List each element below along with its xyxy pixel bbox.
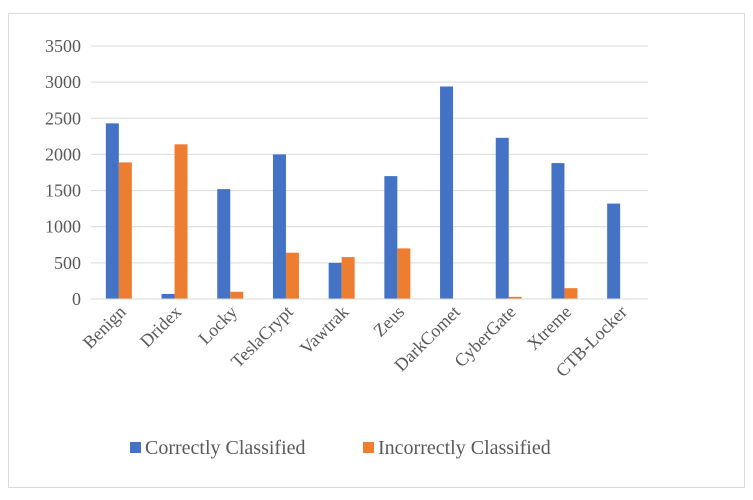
bar-correctly-classified (607, 203, 621, 299)
bars (105, 86, 621, 300)
bar-correctly-classified (217, 189, 231, 299)
legend: Correctly Classified Incorrectly Classifi… (130, 437, 551, 459)
bar-correctly-classified (272, 154, 286, 299)
legend-swatch (363, 442, 374, 453)
bar-correctly-classified (495, 137, 509, 299)
bar-correctly-classified (384, 176, 398, 299)
legend-swatch (130, 442, 141, 453)
bar-incorrectly-classified (118, 162, 132, 299)
bar-correctly-classified (105, 123, 119, 300)
chart-container: 0 500 1000 1500 2000 2500 3000 3500 Benign Dride… (8, 13, 745, 488)
legend-item-correctly-classified: Correctly Classified (130, 437, 306, 459)
bar-correctly-classified (161, 293, 175, 299)
y-tick-label: 500 (54, 253, 81, 273)
legend-label: Correctly Classified (145, 437, 306, 459)
bar-correctly-classified (551, 163, 565, 299)
y-tick-label: 1500 (45, 181, 81, 201)
bar-incorrectly-classified (564, 288, 578, 299)
bar-incorrectly-classified (508, 296, 522, 299)
y-tick-label: 2000 (45, 144, 81, 164)
y-tick-label: 2500 (45, 108, 81, 128)
y-tick-label: 0 (72, 289, 81, 309)
bar-correctly-classified (440, 86, 454, 299)
bar-incorrectly-classified (341, 257, 355, 299)
bar-incorrectly-classified (174, 144, 188, 299)
bar-incorrectly-classified (397, 248, 411, 299)
y-axis-ticks: 0 500 1000 1500 2000 2500 3000 3500 (45, 36, 81, 309)
bar-incorrectly-classified (285, 252, 299, 299)
y-tick-label: 1000 (45, 217, 81, 237)
y-tick-label: 3000 (45, 72, 81, 92)
y-tick-label: 3500 (45, 36, 81, 56)
bar-incorrectly-classified (230, 291, 244, 299)
bar-correctly-classified (328, 262, 342, 299)
legend-label: Incorrectly Classified (378, 437, 551, 459)
legend-item-incorrectly-classified: Incorrectly Classified (363, 437, 551, 459)
